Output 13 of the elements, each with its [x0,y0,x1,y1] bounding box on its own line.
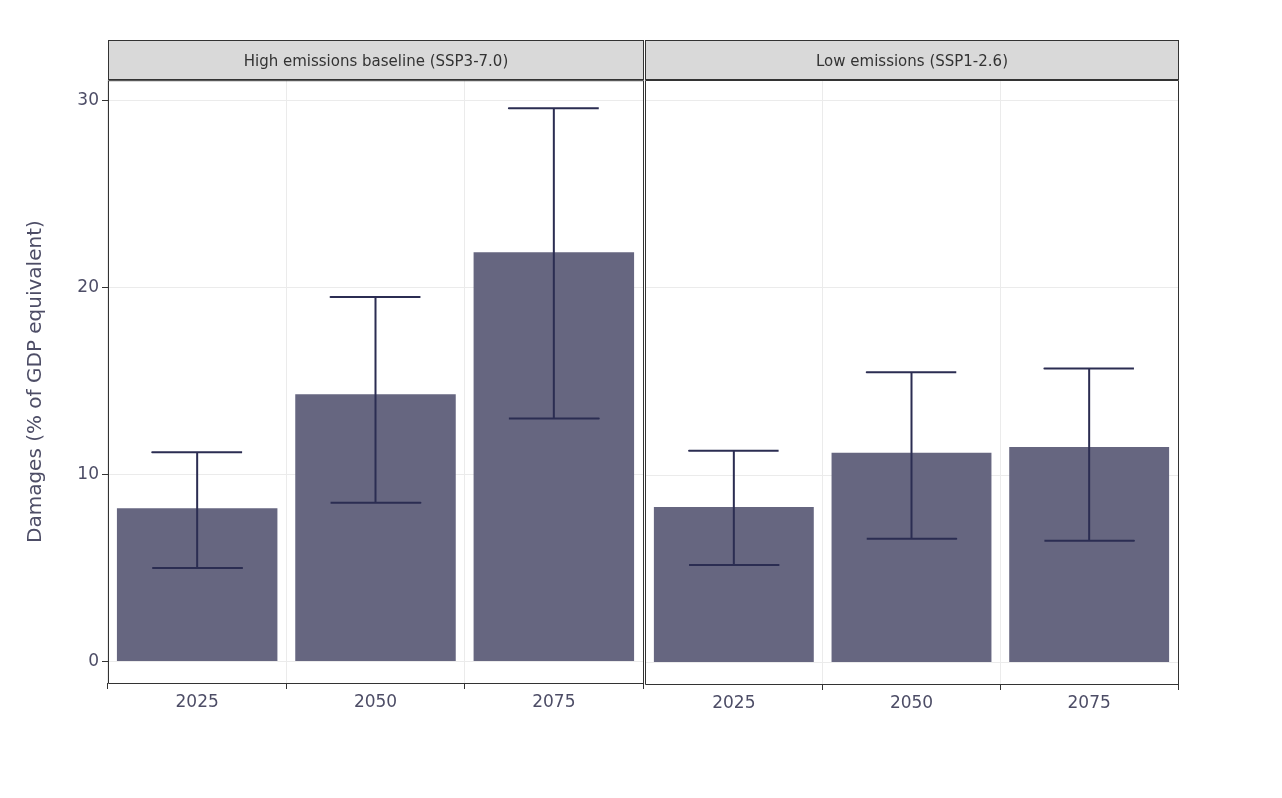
x-tick-label: 2025 [712,691,756,712]
x-tick-label: 2075 [532,690,576,711]
y-tick-label: 30 [77,88,99,109]
chart-title: High emissions baseline (SSP3-7.0) [108,40,644,80]
chart-title: Low emissions (SSP1-2.6) [645,40,1179,80]
x-tick-label: 2075 [1067,691,1111,712]
x-tick-label: 2025 [175,690,219,711]
y-tick-label: 0 [88,649,99,670]
y-tick-label: 20 [77,275,99,296]
y-axis-title: Damages (% of GDP equivalent) [22,220,47,543]
x-tick-label: 2050 [353,690,398,711]
x-tick-label: 2050 [889,691,934,712]
y-tick-label: 10 [77,462,99,483]
